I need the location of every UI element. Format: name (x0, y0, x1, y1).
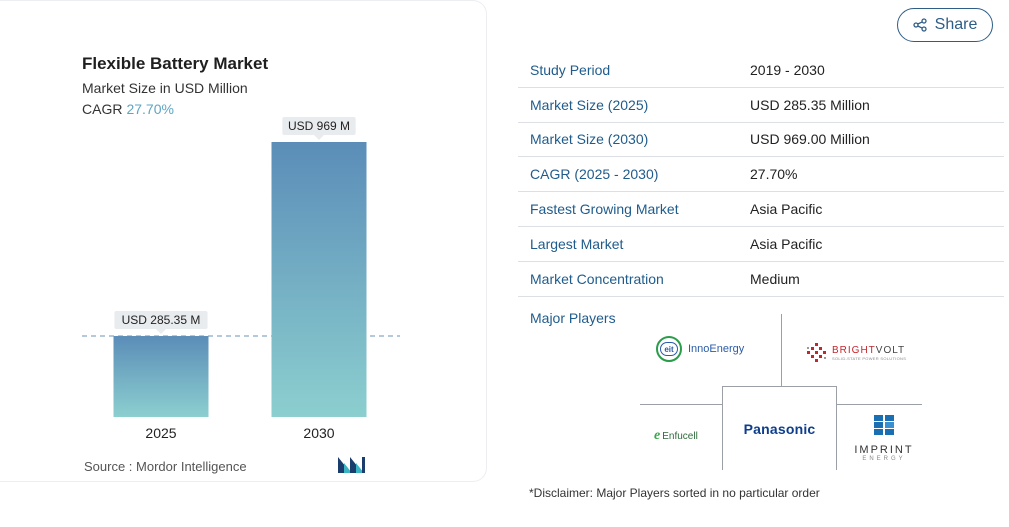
stats-label: Study Period (530, 61, 611, 78)
stats-row: Market Concentration Medium (518, 262, 1004, 297)
stats-value: Asia Pacific (750, 201, 823, 218)
cagr-value: 27.70% (126, 101, 174, 117)
brightvolt-logo: BRIGHTVOLT SOLID-STATE POWER SOLUTIONS (806, 342, 906, 364)
major-players-grid: eit InnoEnergy BRIGHTVOLT SOLID-STATE PO… (640, 314, 922, 470)
stats-value: Asia Pacific (750, 235, 823, 252)
imprint-sub: ENERGY (862, 456, 906, 462)
x-tick-label: 2030 (303, 425, 334, 441)
stats-row: Fastest Growing Market Asia Pacific (518, 192, 1004, 227)
stats-row: Largest Market Asia Pacific (518, 227, 1004, 262)
data-label-pointer (156, 329, 166, 335)
stats-value: 27.70% (750, 166, 798, 183)
stats-row: Study Period 2019 - 2030 (518, 53, 1004, 88)
innoenergy-name: InnoEnergy (688, 343, 745, 355)
panasonic-logo: Panasonic (722, 386, 837, 470)
imprint-name: IMPRINT (854, 444, 914, 456)
stats-label: Fastest Growing Market (530, 201, 679, 218)
share-label: Share (934, 16, 978, 33)
source-label: Source : (84, 459, 133, 474)
grid-divider (837, 404, 922, 405)
data-label-bg (282, 117, 356, 135)
cagr-label: CAGR (82, 101, 123, 117)
data-label: USD 285.35 M (122, 313, 201, 327)
bar-2030 (271, 142, 367, 417)
data-label: USD 969 M (288, 119, 350, 133)
bar-2025 (113, 336, 209, 417)
brightvolt-mark-icon (807, 343, 826, 362)
chart-title: Flexible Battery Market (82, 54, 269, 73)
enfucell-name: Enfucell (662, 431, 698, 442)
brightvolt-name-bright: BRIGHT (832, 345, 876, 356)
mordor-intelligence-logo-icon (338, 457, 365, 473)
brightvolt-tagline: SOLID-STATE POWER SOLUTIONS (832, 356, 907, 361)
major-players-label: Major Players (530, 310, 616, 326)
enfucell-logo: e Enfucell (654, 428, 698, 444)
market-stats-table: Study Period 2019 - 2030 Market Size (20… (518, 53, 1004, 297)
panasonic-name: Panasonic (743, 420, 816, 437)
data-label-pointer (314, 135, 324, 140)
stats-row: Market Size (2030) USD 969.00 Million (518, 123, 1004, 158)
disclaimer: *Disclaimer: Major Players sorted in no … (529, 486, 820, 500)
share-icon (912, 18, 927, 32)
imprint-energy-logo: IMPRINT ENERGY (848, 414, 920, 462)
x-tick-label: 2025 (145, 425, 176, 441)
stats-label: Largest Market (530, 235, 624, 252)
chart-source: Source : Mordor Intelligence (84, 459, 247, 474)
market-size-chart-card: Flexible Battery Market Market Size in U… (0, 0, 487, 482)
share-button[interactable]: Share (897, 8, 993, 42)
innoenergy-logo: eit InnoEnergy (656, 336, 744, 362)
stats-value: Medium (750, 270, 800, 287)
source-name: Mordor Intelligence (136, 459, 247, 474)
data-label-bg (114, 311, 208, 330)
stats-row: Market Size (2025) USD 285.35 Million (518, 88, 1004, 123)
stats-label: Market Size (2025) (530, 96, 649, 113)
grid-divider (640, 404, 722, 405)
chart-subtitle: Market Size in USD Million (82, 80, 248, 96)
imprint-mark-icon (874, 415, 894, 435)
stats-label: Market Concentration (530, 270, 664, 287)
stats-value: USD 969.00 Million (750, 131, 870, 148)
bar-chart: USD 285.35 M 2025 USD 969 M 2030 (82, 117, 400, 441)
eit-badge-text: eit (660, 342, 678, 356)
stats-label: Market Size (2030) (530, 131, 649, 148)
stats-value: USD 285.35 Million (750, 96, 870, 113)
stats-row: CAGR (2025 - 2030) 27.70% (518, 157, 1004, 193)
chart-cagr: CAGR 27.70% (82, 101, 174, 117)
eit-badge-icon: eit (656, 336, 682, 362)
brightvolt-name-volt: VOLT (875, 345, 906, 356)
stats-value: 2019 - 2030 (750, 61, 825, 78)
enfucell-mark: e (654, 428, 661, 443)
stats-label: CAGR (2025 - 2030) (530, 166, 659, 183)
grid-divider (781, 314, 782, 386)
